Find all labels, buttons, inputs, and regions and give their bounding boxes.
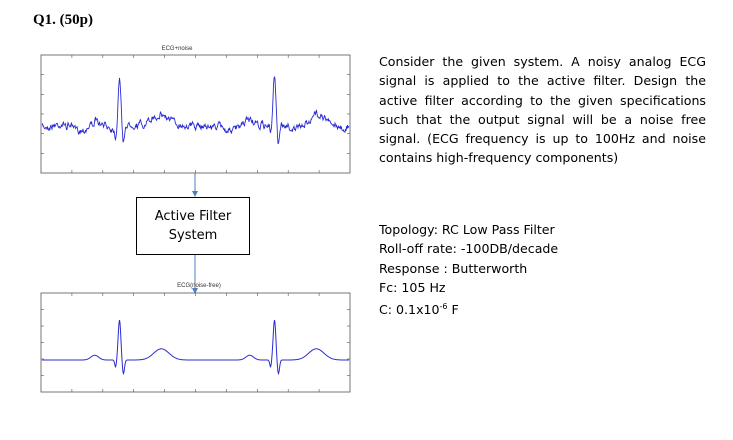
spec-topology: Topology: RC Low Pass Filter xyxy=(379,222,555,237)
filter-box-line2: System xyxy=(168,228,218,243)
top-plot-label: ECG+noise xyxy=(162,46,194,52)
question-title: Q1. (50p) xyxy=(33,12,93,28)
spec-fc: Fc: 105 Hz xyxy=(379,279,446,295)
system-diagram: ECG+noise ECG(noise-free) xyxy=(40,46,351,393)
noisy-ecg-plot: ECG+noise xyxy=(40,46,351,174)
noisy-ecg-signal xyxy=(41,76,350,145)
arrow-to-filter xyxy=(192,173,198,197)
filter-box-line1: Active Filter xyxy=(154,209,232,224)
spec-c-prefix: C: 0.1x10 xyxy=(379,302,440,318)
problem-description: Consider the given system. A noisy analo… xyxy=(379,54,706,166)
top-plot-frame xyxy=(40,54,351,174)
spec-rolloff: Roll-off rate: -100DB/decade xyxy=(379,241,559,257)
specifications: Topology: RC Low Pass Filter Roll-off ra… xyxy=(379,220,709,319)
spec-c-exponent: -6 xyxy=(439,302,448,312)
arrow-from-filter xyxy=(192,255,198,294)
bottom-plot-ticks xyxy=(41,293,350,392)
bottom-plot-frame xyxy=(40,292,351,393)
active-filter-box: Active Filter System xyxy=(136,197,250,255)
bottom-plot-label: ECG(noise-free) xyxy=(177,283,221,289)
spec-c-unit: F xyxy=(447,302,459,318)
top-plot-ticks xyxy=(41,55,350,173)
clean-ecg-signal xyxy=(42,319,349,376)
spec-response: Response : Butterworth xyxy=(379,260,528,276)
clean-ecg-plot: ECG(noise-free) xyxy=(40,283,351,393)
spec-capacitance: C: 0.1x10-6 F xyxy=(379,297,709,319)
